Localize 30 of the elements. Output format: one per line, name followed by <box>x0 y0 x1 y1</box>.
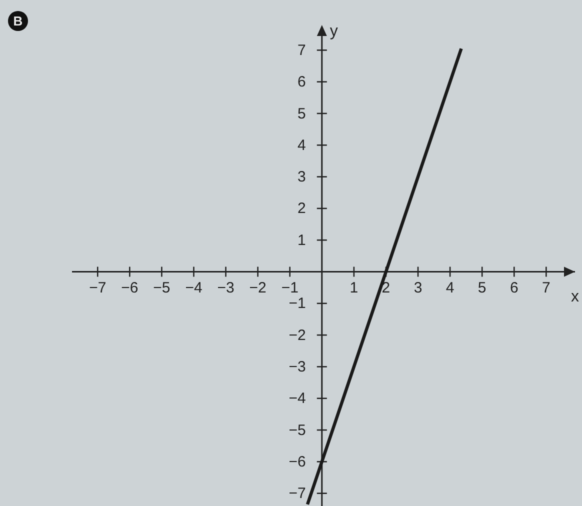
y-tick-label: −3 <box>288 358 306 376</box>
x-tick-label: 2 <box>382 279 390 296</box>
y-tick-label: 6 <box>298 74 306 91</box>
x-tick-label: 5 <box>478 279 486 296</box>
x-tick-label: −6 <box>121 279 138 296</box>
x-tick-label: 6 <box>510 279 518 296</box>
y-tick-label: −5 <box>288 422 306 439</box>
y-axis-title: y <box>330 23 338 40</box>
y-tick-label: −1 <box>288 295 306 312</box>
y-tick-label: 1 <box>298 232 306 249</box>
x-tick-label: 4 <box>446 279 454 296</box>
y-tick-label: −2 <box>288 326 306 344</box>
y-tick-label: 7 <box>298 42 306 59</box>
x-tick-label: 7 <box>542 279 550 296</box>
x-tick-label: 3 <box>414 279 422 296</box>
x-tick-label: −7 <box>89 279 106 296</box>
x-axis-title: x <box>571 288 579 306</box>
y-tick-label: −4 <box>288 390 306 408</box>
y-tick-label: −7 <box>288 485 306 502</box>
y-tick-label: 4 <box>298 136 306 154</box>
y-tick-label: 5 <box>298 105 306 122</box>
x-tick-label: −4 <box>185 279 202 296</box>
y-tick-label: −6 <box>288 453 306 470</box>
x-tick-label: 1 <box>350 279 358 296</box>
y-tick-label: 3 <box>298 168 306 186</box>
x-tick-label: −2 <box>249 279 266 296</box>
text: B <box>13 14 23 29</box>
y-tick-label: 2 <box>298 200 306 218</box>
x-tick-label: −3 <box>217 279 234 296</box>
x-tick-label: −5 <box>153 279 170 296</box>
